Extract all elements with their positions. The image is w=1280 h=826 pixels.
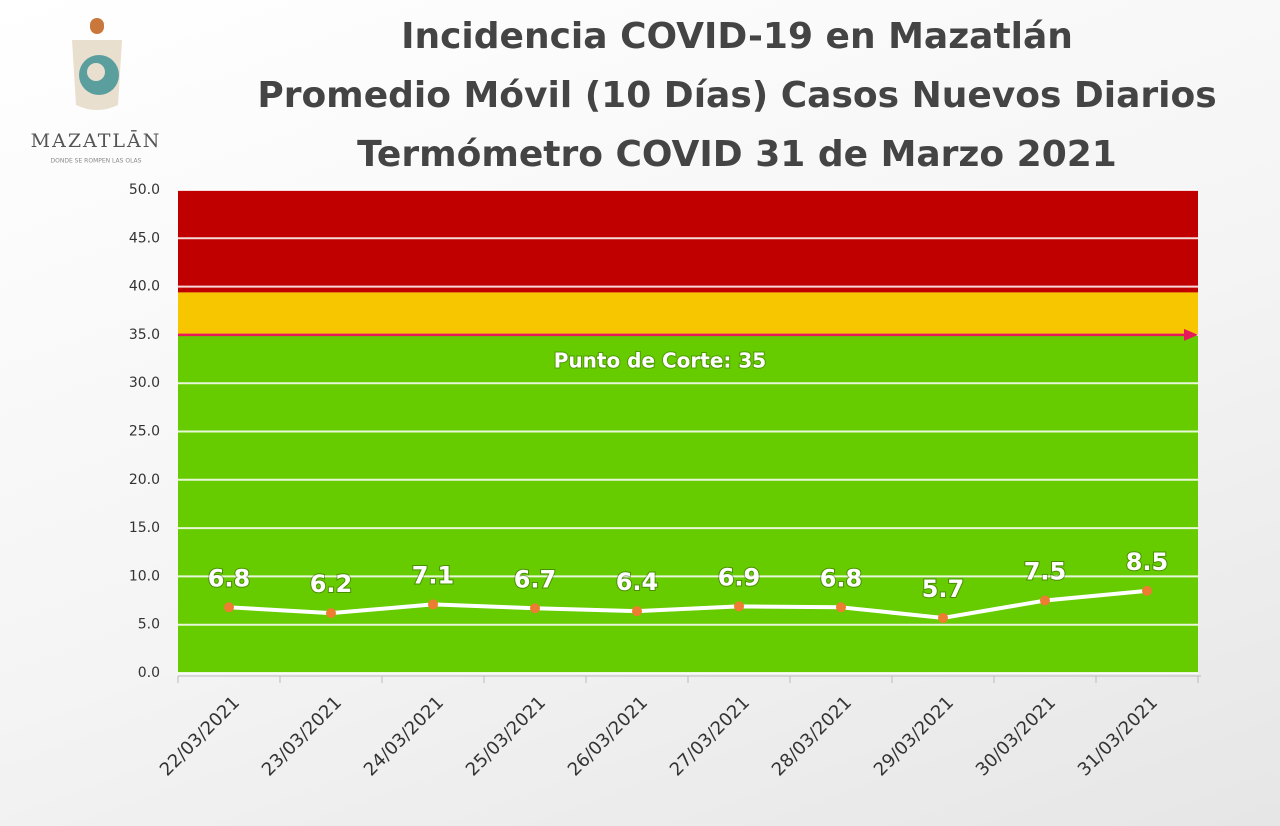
data-label: 6.9 xyxy=(718,563,761,591)
x-tick-label: 25/03/2021 xyxy=(462,692,550,780)
chart-title: Incidencia COVID-19 en Mazatlán xyxy=(401,16,1073,57)
y-tick-label: 35.0 xyxy=(129,327,160,343)
y-tick-label: 15.0 xyxy=(129,520,160,536)
data-point xyxy=(632,606,642,617)
data-point xyxy=(836,602,846,613)
y-tick-label: 0.0 xyxy=(138,665,160,681)
x-tick-label: 30/03/2021 xyxy=(972,692,1060,780)
data-point xyxy=(938,612,948,623)
y-tick-label: 40.0 xyxy=(129,279,160,295)
y-tick-label: 45.0 xyxy=(129,230,160,246)
threshold-arrow xyxy=(1184,328,1198,341)
zone-band xyxy=(178,334,1198,673)
logo-shape xyxy=(87,63,105,81)
x-tick-label: 31/03/2021 xyxy=(1074,692,1162,780)
logo-tagline: DONDE SE ROMPEN LAS OLAS xyxy=(51,158,142,165)
x-tick-label: 26/03/2021 xyxy=(564,692,652,780)
data-point xyxy=(428,599,438,610)
y-tick-label: 30.0 xyxy=(129,375,160,391)
x-tick-label: 27/03/2021 xyxy=(666,692,754,780)
y-tick-label: 50.0 xyxy=(129,182,160,198)
logo-shape xyxy=(90,18,104,34)
logo: MAZATLĀN DONDE SE ROMPEN LAS OLAS xyxy=(31,18,162,165)
data-point xyxy=(1040,595,1050,606)
data-label: 6.4 xyxy=(616,568,659,596)
zone-band xyxy=(178,190,1198,293)
x-tick-label: 28/03/2021 xyxy=(768,692,856,780)
logo-name: MAZATLĀN xyxy=(31,129,162,152)
chart-title: Promedio Móvil (10 Días) Casos Nuevos Di… xyxy=(257,75,1216,116)
data-point xyxy=(530,603,540,614)
data-label: 6.2 xyxy=(310,570,353,598)
data-label: 6.8 xyxy=(208,564,251,592)
chart-title: Termómetro COVID 31 de Marzo 2021 xyxy=(357,134,1117,175)
data-label: 6.7 xyxy=(514,565,557,593)
x-tick-label: 29/03/2021 xyxy=(870,692,958,780)
data-label: 7.1 xyxy=(412,561,455,589)
data-point xyxy=(1142,585,1152,596)
y-tick-label: 5.0 xyxy=(138,617,160,633)
zone-band xyxy=(178,292,1198,335)
data-label: 5.7 xyxy=(922,575,965,603)
data-line xyxy=(228,588,1148,620)
data-label: 7.5 xyxy=(1024,558,1067,586)
y-tick-label: 25.0 xyxy=(129,424,160,440)
x-tick-label: 24/03/2021 xyxy=(360,692,448,780)
data-label: 6.8 xyxy=(820,564,863,592)
threshold-label: Punto de Corte: 35 xyxy=(554,348,766,372)
data-point xyxy=(326,608,336,619)
x-tick-label: 23/03/2021 xyxy=(258,692,346,780)
x-tick-label: 22/03/2021 xyxy=(156,692,244,780)
data-point xyxy=(224,602,234,613)
y-tick-label: 20.0 xyxy=(129,472,160,488)
y-tick-label: 10.0 xyxy=(129,568,160,584)
data-point xyxy=(734,601,744,612)
data-label: 8.5 xyxy=(1126,548,1169,576)
